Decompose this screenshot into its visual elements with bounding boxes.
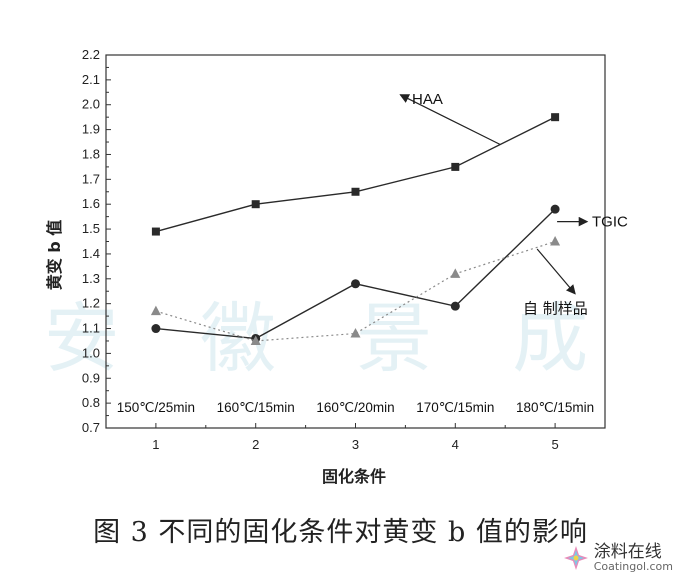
annotation-label: 自 制样品 bbox=[523, 300, 588, 318]
data-point-circle bbox=[450, 301, 460, 311]
y-tick-label: 0.9 bbox=[82, 370, 100, 385]
y-tick-label: 1.2 bbox=[82, 296, 100, 311]
data-point-triangle bbox=[450, 268, 461, 278]
data-point-circle bbox=[151, 324, 161, 334]
watermark-en: Coatingol.com bbox=[593, 560, 673, 573]
data-point-triangle bbox=[550, 236, 561, 246]
y-tick-label: 2.2 bbox=[82, 47, 100, 62]
condition-label: 160℃/20min bbox=[316, 400, 394, 415]
y-tick-label: 1.9 bbox=[82, 122, 100, 137]
data-point-square bbox=[551, 113, 560, 122]
x-tick-label: 3 bbox=[352, 437, 359, 452]
data-point-square bbox=[451, 162, 460, 171]
x-tick-label: 4 bbox=[452, 437, 459, 452]
y-tick-label: 2.1 bbox=[82, 72, 100, 87]
x-tick-label: 1 bbox=[152, 437, 159, 452]
data-point-square bbox=[351, 187, 360, 196]
figure-caption: 图 3 不同的固化条件对黄变 b 值的影响 bbox=[93, 517, 588, 548]
y-tick-label: 0.8 bbox=[82, 395, 100, 410]
brand-logo-icon bbox=[563, 546, 588, 570]
data-point-circle bbox=[550, 204, 560, 214]
site-watermark: 涂料在线 Coatingol.com bbox=[563, 544, 673, 572]
line-chart: 安 徽 景 成 0.7 0.8 0.9 1.0 1.1 1.2 1.3 1.4 1.5 1.6 1.… bbox=[44, 47, 628, 486]
y-tick-label: 2.0 bbox=[82, 97, 100, 112]
annotation-arrow bbox=[536, 248, 576, 295]
y-tick-label: 1.0 bbox=[82, 345, 100, 360]
condition-label: 150℃/25min bbox=[117, 400, 195, 415]
y-tick-label: 1.3 bbox=[82, 271, 100, 286]
y-tick-label: 1.1 bbox=[82, 321, 100, 336]
y-tick-label: 1.7 bbox=[82, 171, 100, 186]
y-tick-label: 0.7 bbox=[82, 420, 100, 435]
y-tick-label: 1.5 bbox=[82, 221, 100, 236]
series-line bbox=[155, 116, 556, 233]
background-watermark: 安 徽 景 成 bbox=[44, 294, 616, 383]
plot-area: 0.7 0.8 0.9 1.0 1.1 1.2 1.3 1.4 1.5 1.6 1.7 1.8 1.9 2… bbox=[82, 47, 628, 452]
y-tick-label: 1.4 bbox=[82, 246, 100, 261]
data-point-triangle bbox=[350, 328, 361, 338]
y-tick-label: 1.6 bbox=[82, 196, 100, 211]
y-tick-label: 1.8 bbox=[82, 146, 100, 161]
y-axis-label: 黄变 b 值 bbox=[45, 220, 64, 291]
condition-label: 160℃/15min bbox=[217, 400, 295, 415]
data-point-square bbox=[151, 227, 160, 236]
series-line bbox=[155, 240, 556, 342]
data-point-square bbox=[251, 200, 260, 209]
watermark-cn: 涂料在线 bbox=[593, 542, 662, 562]
x-axis-label: 固化条件 bbox=[322, 467, 386, 486]
data-point-triangle bbox=[250, 335, 261, 345]
annotation-arrow bbox=[399, 94, 501, 146]
annotation-label: TGIC bbox=[592, 214, 628, 231]
data-point-triangle bbox=[150, 305, 161, 316]
data-point-circle bbox=[351, 279, 360, 289]
annotation-label: HAA bbox=[412, 91, 443, 108]
condition-label: 180℃/15min bbox=[516, 400, 594, 415]
condition-label: 170℃/15min bbox=[416, 400, 494, 415]
x-tick-label: 2 bbox=[252, 437, 259, 452]
x-tick-label: 5 bbox=[551, 437, 558, 452]
